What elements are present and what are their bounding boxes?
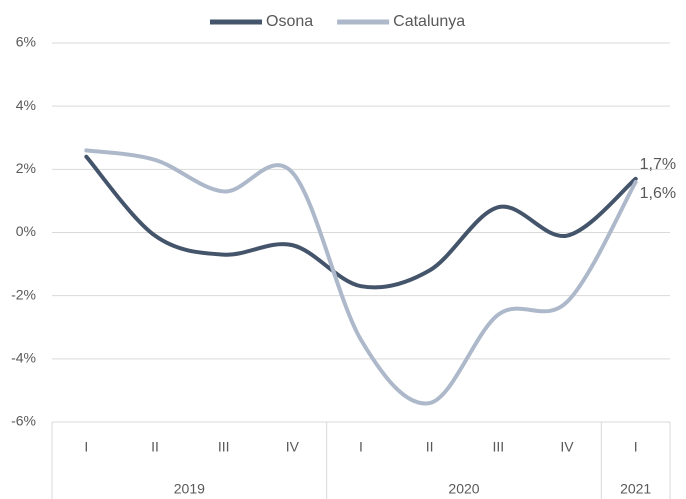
x-tick-label: II: [151, 439, 159, 455]
group-label: 2019: [174, 481, 205, 497]
y-tick-label: -2%: [11, 286, 36, 302]
series-line: [84, 148, 638, 406]
y-tick-label: -4%: [11, 350, 36, 366]
x-tick-label: I: [84, 439, 88, 455]
data-label: 1,7%: [640, 156, 676, 173]
legend-label: Catalunya: [393, 13, 465, 30]
x-tick-label: IV: [560, 439, 574, 455]
data-label: 1,6%: [640, 185, 676, 202]
x-tick-label: III: [492, 439, 504, 455]
y-tick-label: -6%: [11, 413, 36, 429]
y-tick-label: 0%: [16, 223, 36, 239]
x-tick-label: I: [634, 439, 638, 455]
x-tick-label: II: [426, 439, 434, 455]
x-tick-label: IV: [286, 439, 300, 455]
x-tick-label: I: [359, 439, 363, 455]
y-tick-label: 4%: [16, 97, 36, 113]
y-tick-label: 2%: [16, 160, 36, 176]
y-tick-label: 6%: [16, 34, 36, 50]
group-label: 2020: [448, 481, 479, 497]
legend-label: Osona: [266, 13, 313, 30]
series-line: [84, 154, 638, 290]
x-tick-label: III: [218, 439, 230, 455]
group-label: 2021: [620, 481, 651, 497]
